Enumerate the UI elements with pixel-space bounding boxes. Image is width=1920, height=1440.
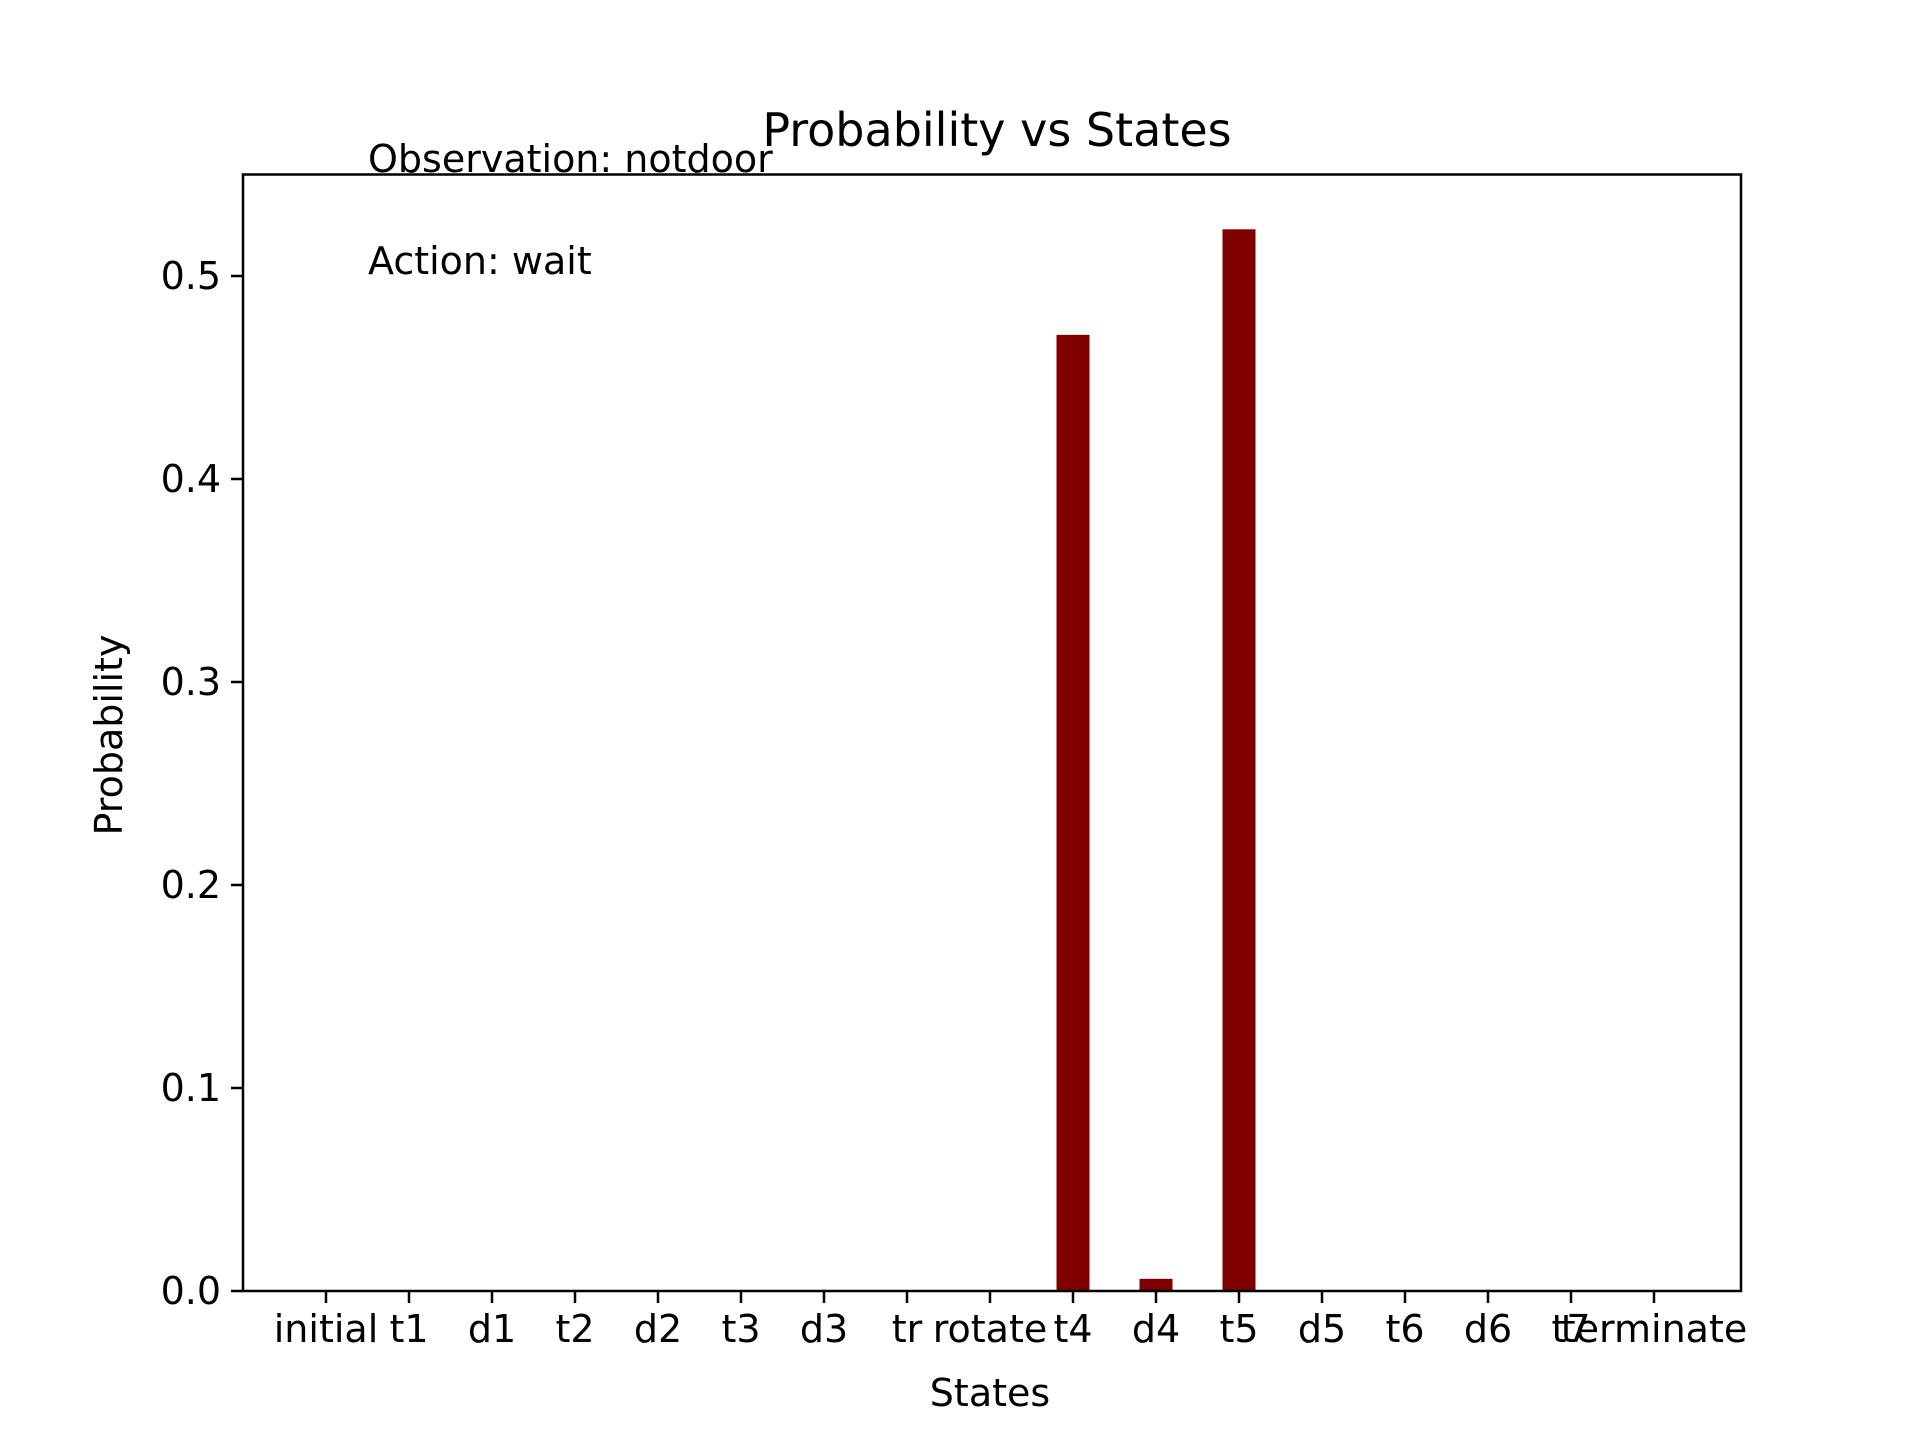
x-tick-label-d1: d1 bbox=[468, 1307, 516, 1351]
x-tick-label-t2: t2 bbox=[555, 1307, 594, 1351]
y-axis-label: Probability bbox=[87, 635, 131, 836]
x-tick-label-t7: t7 bbox=[1551, 1307, 1590, 1351]
x-tick-label-initial: initial bbox=[274, 1307, 379, 1351]
x-tick-label-rotate: rotate bbox=[933, 1307, 1048, 1351]
x-tick-label-d2: d2 bbox=[634, 1307, 682, 1351]
y-tick-label: 0.5 bbox=[161, 254, 221, 298]
x-tick-label-t6: t6 bbox=[1385, 1307, 1424, 1351]
x-tick-label-terminate: terminate bbox=[1561, 1307, 1747, 1351]
bar-t4 bbox=[1056, 334, 1090, 1291]
x-tick-label-d3: d3 bbox=[800, 1307, 848, 1351]
x-tick-label-d5: d5 bbox=[1298, 1307, 1346, 1351]
plot-frame bbox=[241, 173, 1743, 1293]
x-tick-label-t1: t1 bbox=[389, 1307, 428, 1351]
x-tick-label-d4: d4 bbox=[1132, 1307, 1180, 1351]
x-tick-label-d6: d6 bbox=[1464, 1307, 1512, 1351]
x-tick-label-tr: tr bbox=[892, 1307, 923, 1351]
annotation-action: Action: wait bbox=[368, 239, 592, 283]
x-axis-label: States bbox=[930, 1371, 1050, 1415]
chart-title: Probability vs States bbox=[762, 103, 1231, 157]
annotation-observation: Observation: notdoor bbox=[368, 137, 773, 181]
bar-t5 bbox=[1222, 229, 1256, 1291]
bar-group bbox=[1056, 229, 1256, 1291]
y-tick-label: 0.2 bbox=[161, 863, 221, 907]
y-tick-label: 0.0 bbox=[161, 1269, 221, 1313]
bar-d4 bbox=[1139, 1278, 1173, 1291]
y-tick-label: 0.3 bbox=[161, 660, 221, 704]
x-axis: initial t1 d1 t2 d2 t3 d3 tr rotate t4 d4 t5 d5 t6 d6 t… bbox=[274, 1291, 1747, 1351]
y-axis: 0.0 0.1 0.2 0.3 0.4 0.5 bbox=[161, 254, 243, 1313]
x-tick-label-t3: t3 bbox=[721, 1307, 760, 1351]
y-tick-label: 0.4 bbox=[161, 457, 221, 501]
x-tick-label-t5: t5 bbox=[1219, 1307, 1258, 1351]
y-tick-label: 0.1 bbox=[161, 1066, 221, 1110]
x-tick-label-t4: t4 bbox=[1053, 1307, 1092, 1351]
